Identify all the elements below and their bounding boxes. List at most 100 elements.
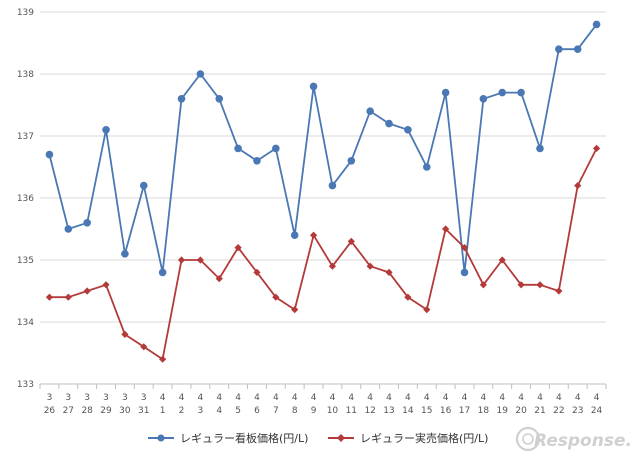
legend-label-list-price: レギュラー看板価格(円/L) (180, 432, 309, 445)
x-tick-day: 19 (497, 406, 509, 416)
data-point (573, 45, 582, 53)
data-point (574, 182, 582, 190)
x-tick-month: 3 (103, 393, 109, 403)
x-tick-month: 4 (424, 393, 430, 403)
data-point (253, 157, 261, 165)
x-tick-month: 4 (518, 393, 524, 403)
data-point (45, 150, 54, 159)
x-tick-month: 4 (556, 393, 562, 403)
y-axis-ticks: 133 134 135 136 137 138 139 (17, 8, 34, 390)
data-point (159, 355, 167, 363)
x-tick-month: 4 (292, 393, 298, 403)
y-tick-label-134: 134 (17, 318, 34, 328)
legend-item-actual-price: レギュラー実売価格(円/L) (328, 430, 488, 446)
data-point (234, 244, 242, 252)
x-tick-day: 8 (292, 406, 298, 416)
x-tick-day: 11 (346, 406, 357, 416)
data-point (234, 144, 242, 153)
data-point (479, 95, 488, 103)
data-point (404, 126, 412, 134)
x-tick-month: 4 (537, 393, 543, 403)
data-point (498, 256, 506, 264)
x-tick-month: 4 (254, 393, 260, 403)
x-tick-month: 4 (367, 393, 373, 403)
x-tick-day: 28 (81, 406, 93, 416)
x-tick-month: 3 (47, 393, 53, 403)
x-tick-month: 3 (122, 393, 128, 403)
data-point (555, 45, 563, 53)
x-tick-month: 4 (462, 393, 468, 403)
data-point (479, 281, 487, 289)
data-point (385, 119, 393, 128)
data-point (102, 281, 110, 289)
x-tick-day: 21 (534, 406, 545, 416)
data-point (291, 306, 299, 314)
x-tick-day: 10 (327, 406, 339, 416)
data-point (347, 157, 356, 165)
x-tick-month: 4 (235, 393, 241, 403)
x-tick-day: 12 (364, 406, 375, 416)
data-point (555, 287, 563, 295)
data-point (460, 244, 469, 252)
data-point (290, 231, 299, 239)
x-tick-day: 15 (421, 406, 432, 416)
data-point (441, 88, 450, 97)
data-point (328, 262, 337, 270)
data-point (536, 144, 544, 153)
data-point (196, 256, 204, 264)
data-point (423, 306, 431, 314)
x-tick-month: 4 (443, 393, 449, 403)
x-tick-month: 4 (197, 393, 203, 403)
data-point (215, 95, 224, 103)
y-tick-label-139: 139 (17, 8, 34, 18)
x-tick-day: 26 (44, 406, 56, 416)
x-tick-day: 2 (179, 406, 185, 416)
x-tick-month: 4 (311, 393, 317, 403)
x-tick-month: 3 (65, 393, 71, 403)
data-point (328, 181, 337, 190)
x-tick-day: 17 (459, 406, 470, 416)
data-point (498, 88, 507, 97)
x-tick-day: 5 (235, 406, 241, 416)
data-point (158, 268, 167, 277)
y-tick-label-133: 133 (17, 380, 34, 390)
x-tick-day: 27 (63, 406, 74, 416)
x-tick-day: 1 (160, 406, 166, 416)
data-point (64, 225, 73, 233)
data-point (253, 268, 261, 276)
data-point (272, 293, 280, 301)
data-point (592, 20, 601, 29)
series-1 (45, 144, 601, 363)
x-tick-month: 4 (179, 393, 185, 403)
data-point (83, 287, 91, 295)
x-tick-day: 7 (273, 406, 279, 416)
x-tick-month: 4 (575, 393, 581, 403)
data-point (309, 231, 318, 239)
x-tick-month: 4 (405, 393, 411, 403)
y-tick-label-138: 138 (17, 70, 34, 80)
data-point (272, 144, 280, 153)
data-point (422, 163, 431, 171)
x-tick-month: 4 (160, 393, 166, 403)
data-point (442, 225, 450, 233)
x-tick-month: 4 (348, 393, 354, 403)
x-tick-day: 18 (478, 406, 490, 416)
x-tick-day: 30 (119, 406, 131, 416)
data-point (177, 95, 186, 103)
data-point (517, 88, 525, 97)
x-tick-day: 24 (591, 406, 603, 416)
legend-diamond-marker-icon (328, 434, 354, 442)
data-point (366, 262, 374, 270)
data-point (536, 281, 544, 289)
series-line-0 (48, 23, 598, 274)
x-tick-day: 14 (402, 406, 414, 416)
x-tick-day: 31 (138, 406, 149, 416)
x-tick-day: 23 (572, 406, 583, 416)
data-point (121, 250, 129, 258)
y-tick-label-136: 136 (17, 194, 34, 204)
data-point (347, 237, 355, 245)
data-point (385, 268, 393, 276)
x-tick-month: 4 (594, 393, 600, 403)
grid-lines (40, 11, 606, 385)
